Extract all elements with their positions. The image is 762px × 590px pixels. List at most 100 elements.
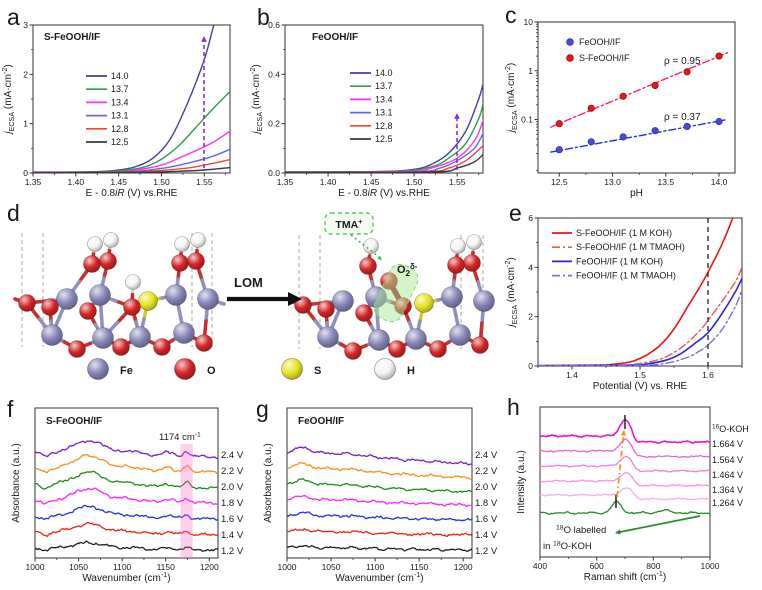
spectrum-curve-1.2 V [286,544,473,553]
svg-text:FeOOH/IF (1 M KOH): FeOOH/IF (1 M KOH) [576,256,663,266]
y-axis-label-g: Absorbance (a.u.) [263,443,274,523]
atom-Fe [368,329,390,351]
legend-item-13.4: 13.4 [86,97,129,107]
legend-item-13.4: 13.4 [350,94,393,104]
atom-H [125,274,141,290]
atom-S [414,293,434,313]
axes-frame-a [32,24,231,174]
atom-H [466,234,482,250]
axes-frame-e [537,217,743,367]
svg-text:14.0: 14.0 [111,71,129,81]
axes-frame-f [34,407,219,559]
atom-O [355,304,373,322]
panel-letter-f: f [7,396,14,422]
atom-Fe [165,284,187,306]
panel-letter-a: a [7,4,20,30]
panel-letter-g: g [256,396,269,422]
curve-S-FeOOH/IF (1 M KOH) [538,218,734,366]
legend-item-12.5: 12.5 [350,134,393,144]
spectrum-curve-2.2 V [286,462,473,480]
x-tick-label: 1000 [278,562,297,572]
atom-legend-H: H [374,358,415,380]
legend-item-14.0: 14.0 [86,71,129,81]
lom-label: LOM [234,275,263,290]
right-label: 1.664 V [712,439,743,449]
panel-letter-h: h [507,394,520,420]
y-tick-label: 4 [528,262,533,272]
spectrum-curve-1.4 V [286,528,473,537]
atom-O [153,338,171,356]
legend-item-14.0: 14.0 [350,68,393,78]
legend-item-12.8: 12.8 [350,121,393,131]
atom-O [429,340,447,358]
x-tick-label: 1150 [157,562,176,572]
atom-O [463,254,481,272]
atom-Fe [332,290,354,312]
panel-f: 1000 1050 1100 1150 1200 Wavenumber (cm-1) Abs… [11,407,244,584]
curve-14.0 [33,25,215,173]
atom-Fe [317,326,339,348]
y-axis-label-h: Intensity (a.u.) [516,450,527,513]
x-tick-label: 12.5 [551,177,568,187]
y-tick-label: 0.4 [268,69,280,79]
curve-label-2.4 V: 2.4 V [221,450,244,461]
atom-O [294,296,312,314]
x-tick-label: 1.50 [153,177,170,187]
panel-a: 1.35 1.40 1.45 1.50 1.55 0 1 2 3 E - 0.8iR (V) vs… [0,20,231,199]
spectrum-curve-2.2 V [34,454,219,475]
curve-label-2.2 V: 2.2 V [221,466,244,477]
atom-legend-S: S [281,358,321,380]
panel-title-g: FeOOH/IF [298,416,344,427]
panel-letter-d: d [7,200,20,226]
spectrum-curve-h [539,471,711,487]
y-axis-label-e: jECSA (mA·cm-2) [503,257,519,328]
panel-title-b: FeOOH/IF [312,32,358,43]
right-label: 1.264 V [712,498,743,508]
curve-12.8 [285,145,483,173]
legend-item-13.1: 13.1 [86,111,129,121]
y-tick-label: 2 [23,69,28,79]
svg-text:FeOOH/IF: FeOOH/IF [579,37,621,47]
curve-label-1.2 V: 1.2 V [475,546,498,557]
x-tick-label: 1050 [69,562,88,572]
x-tick-label: 1000 [26,562,45,572]
atom-legend-label-H: H [407,365,415,377]
panel-letter-c: c [505,2,517,28]
y-tick-label: 10 [524,17,534,27]
atom-H [103,232,119,248]
y-axis-label-b: jECSA (mA·cm-2) [248,64,264,135]
right-label: 1.564 V [712,455,743,465]
curve-fit-S-FeOOH [550,52,729,128]
atom-O [359,257,377,275]
curve-fit-FeOOH [550,118,729,153]
y-tick-label: 0.2 [268,119,280,129]
atom-O [79,302,97,320]
atom-Fe [173,322,195,344]
legend-item-S-FeOOH/IF (1 M TMAOH): S-FeOOH/IF (1 M TMAOH) [552,242,685,252]
legend-item-FeOOH/IF (1 M TMAOH): FeOOH/IF (1 M TMAOH) [552,271,676,281]
atom-O [388,340,406,358]
curve-12.5 [33,166,230,173]
legend-item-FeOOH/IF: FeOOH/IF [566,37,621,47]
x-tick-label: 1100 [366,562,385,572]
x-tick-label: 1.55 [449,177,466,187]
svg-text:13.1: 13.1 [375,108,393,118]
spectrum-curve-h [540,438,711,459]
atom-Fe [449,324,471,346]
atom-O [344,342,362,360]
x-tick-label: 1.55 [196,177,213,187]
svg-text:S-FeOOH/IF (1 M KOH): S-FeOOH/IF (1 M KOH) [576,228,672,238]
x-axis-label-c: pH [630,188,643,199]
annotation-text: ρ = 0.95 [664,56,701,67]
x-tick-label: 1050 [322,562,341,572]
legend-item-13.1: 13.1 [350,108,393,118]
legend-item-S-FeOOH/IF: S-FeOOH/IF [566,53,630,63]
panel-letter-e: e [509,200,522,226]
atom-legend-label-S: S [314,365,321,377]
atom-Fe [441,286,463,308]
curve-12.5 [285,153,483,173]
axes-frame-g [286,407,473,559]
y-tick-label: 0.6 [268,20,280,30]
annotation-text: in 18O-KOH [543,540,592,552]
atom-H [174,236,190,252]
